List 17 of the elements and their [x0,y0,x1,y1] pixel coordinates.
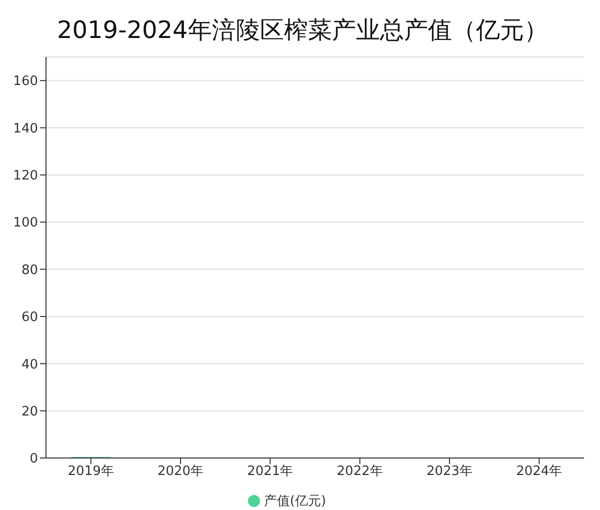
x-tick-label: 2024年 [516,464,562,480]
y-tick-label: 60 [21,310,38,326]
y-tick-label: 80 [21,262,38,278]
y-tick-label: 120 [13,168,38,184]
x-tick-label: 2019年 [68,464,114,480]
y-tick-label: 0 [30,452,38,467]
x-tick-label: 2022年 [336,464,383,480]
x-tick-label: 2023年 [426,464,473,480]
chart-title: 2019-2024年涪陵区榨菜产业总产值（亿元） [57,15,548,46]
x-tick-label: 2020年 [157,464,204,480]
y-tick-label: 140 [13,121,38,136]
y-tick-label: 100 [13,216,38,231]
y-tick-label: 20 [21,404,38,420]
y-tick-label: 40 [21,357,38,372]
y-tick-label: 160 [13,74,38,90]
x-tick-label: 2021年 [247,464,294,480]
legend-label: 产值(亿元) [264,494,326,509]
